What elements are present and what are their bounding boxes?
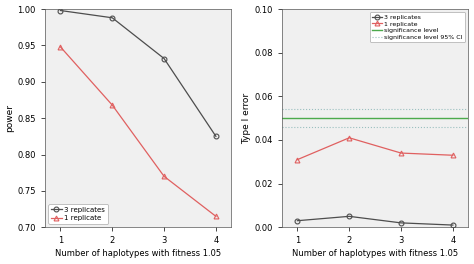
Legend: 3 replicates, 1 replicate: 3 replicates, 1 replicate [48, 204, 108, 224]
Legend: 3 replicates, 1 replicate, significance level, significance level 95% CI: 3 replicates, 1 replicate, significance … [370, 12, 465, 43]
X-axis label: Number of haplotypes with fitness 1.05: Number of haplotypes with fitness 1.05 [292, 249, 458, 258]
X-axis label: Number of haplotypes with fitness 1.05: Number of haplotypes with fitness 1.05 [55, 249, 221, 258]
Y-axis label: power: power [6, 104, 15, 132]
Y-axis label: Type I error: Type I error [243, 93, 252, 144]
